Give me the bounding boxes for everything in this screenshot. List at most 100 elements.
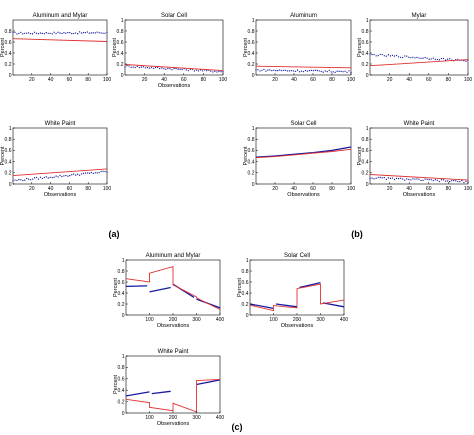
panel-label-a: (a) — [109, 229, 120, 239]
data-point — [281, 69, 283, 72]
x-tick-label: 100 — [219, 77, 228, 83]
data-point — [75, 32, 77, 34]
data-point — [451, 180, 453, 182]
data-point — [402, 56, 404, 59]
data-point — [43, 176, 45, 179]
data-point — [26, 32, 28, 34]
data-point — [43, 33, 45, 35]
data-point — [33, 177, 36, 179]
data-point — [157, 66, 159, 69]
data-point — [146, 66, 149, 69]
x-tick-label: 60 — [426, 186, 432, 192]
data-point — [136, 65, 138, 68]
data-point — [416, 56, 418, 59]
series-line — [249, 281, 345, 310]
x-tick-label: 40 — [161, 77, 167, 83]
chart-title: Aluminum — [290, 13, 317, 19]
x-tick-label: 80 — [85, 77, 91, 83]
data-point — [175, 68, 177, 70]
data-point — [69, 174, 71, 177]
data-point — [80, 32, 83, 34]
data-point — [263, 68, 265, 71]
y-tick-label: 0.4 — [5, 51, 12, 57]
data-point — [31, 33, 34, 35]
data-point — [395, 177, 398, 180]
x-tick-label: 80 — [85, 186, 91, 192]
data-point — [350, 71, 352, 74]
y-tick-label: 0.8 — [5, 137, 12, 143]
data-point — [98, 32, 100, 34]
x-tick-label: 80 — [329, 186, 335, 192]
data-point — [82, 172, 85, 175]
y-tick-label: 0.2 — [242, 302, 249, 308]
data-point — [22, 33, 24, 35]
y-tick-label: 1 — [252, 126, 255, 132]
data-point — [212, 71, 214, 73]
data-point — [379, 53, 381, 55]
y-tick-label: 1 — [122, 258, 125, 264]
data-point — [47, 177, 49, 179]
data-point — [90, 171, 92, 174]
data-point — [39, 176, 42, 178]
y-axis-label: Percent — [0, 38, 6, 57]
data-point — [426, 57, 428, 59]
data-point — [152, 67, 155, 70]
x-tick-label: 100 — [464, 186, 473, 192]
series-line — [369, 174, 469, 181]
data-point — [41, 32, 44, 35]
data-point — [308, 70, 311, 72]
data-point — [389, 177, 392, 179]
data-point — [150, 66, 153, 69]
data-point — [67, 31, 69, 34]
x-tick-label: 60 — [310, 186, 316, 192]
data-point — [424, 178, 426, 180]
data-point — [412, 178, 414, 180]
data-point — [76, 173, 79, 175]
y-tick-label: 0.6 — [248, 40, 255, 46]
x-tick-label: 80 — [446, 186, 452, 192]
data-point — [342, 71, 344, 73]
data-point — [104, 170, 106, 173]
y-tick-label: 0.8 — [5, 29, 12, 35]
data-point — [440, 179, 443, 181]
data-point — [88, 172, 91, 174]
data-point — [288, 70, 291, 72]
data-point — [55, 175, 57, 177]
data-point — [100, 170, 102, 173]
data-point — [98, 171, 100, 174]
data-point — [379, 176, 381, 179]
data-point — [106, 171, 108, 173]
y-tick-label: 0.4 — [362, 51, 369, 57]
data-point — [457, 180, 459, 183]
x-axis-label: Observations — [403, 192, 436, 198]
data-point — [16, 33, 18, 35]
data-point — [35, 32, 38, 34]
y-tick-label: 0 — [9, 73, 12, 79]
chart-7 — [125, 259, 221, 316]
x-axis-label: Observations — [281, 323, 314, 329]
data-point — [336, 70, 338, 72]
data-point — [16, 179, 18, 182]
data-point — [29, 32, 32, 35]
data-point — [75, 174, 77, 176]
data-point — [18, 32, 20, 35]
data-point — [416, 178, 418, 180]
y-tick-label: 0.8 — [118, 365, 125, 371]
x-tick-label: 40 — [48, 186, 54, 192]
plot-frame — [369, 127, 469, 185]
data-point — [165, 68, 167, 70]
data-point — [383, 177, 385, 179]
data-point — [371, 177, 373, 179]
chart-title: White Paint — [404, 121, 435, 127]
data-point — [106, 31, 108, 33]
x-tick-label: 60 — [310, 77, 316, 83]
data-point — [82, 31, 85, 34]
data-point — [273, 69, 275, 71]
data-point — [385, 55, 387, 57]
data-point — [446, 58, 449, 60]
chart-4 — [369, 19, 469, 76]
data-point — [57, 176, 59, 178]
data-point — [318, 70, 320, 72]
data-point — [31, 178, 34, 180]
data-point — [459, 180, 461, 183]
